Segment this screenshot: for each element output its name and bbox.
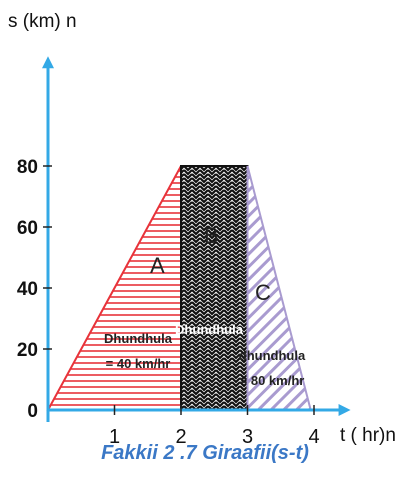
- region-C-annotation: dhundhula: [239, 348, 306, 363]
- y-axis-label: s (km) n: [8, 11, 77, 32]
- region-C-annotation: = 80 km/hr: [240, 373, 305, 388]
- figure-caption: Fakkii 2 .7 Giraafii(s-t): [101, 442, 309, 464]
- y-tick-label: 0: [27, 401, 38, 422]
- y-axis-arrow-icon: [42, 56, 54, 69]
- y-tick-label: 60: [17, 218, 38, 239]
- y-tick-label: 20: [17, 340, 38, 361]
- region-label-C: C: [255, 280, 271, 305]
- region-A: [46, 165, 182, 411]
- x-tick-label: 3: [242, 426, 253, 448]
- region-B: [180, 165, 249, 411]
- x-tick-label: 4: [308, 426, 319, 448]
- region-B-annotation: Dhundhula: [175, 322, 244, 337]
- region-label-B: B: [204, 223, 219, 248]
- region-A-annotation: Dhundhula: [104, 331, 173, 346]
- region-label-A: A: [150, 253, 165, 278]
- y-tick-label: 80: [17, 157, 38, 178]
- x-tick-label: 1: [109, 426, 120, 448]
- x-axis-label: t ( hr)n: [340, 425, 396, 446]
- y-tick-label: 40: [17, 279, 38, 300]
- region-A-annotation: = 40 km/hr: [106, 356, 171, 371]
- x-axis-arrow-icon: [338, 404, 351, 416]
- x-tick-label: 2: [175, 426, 186, 448]
